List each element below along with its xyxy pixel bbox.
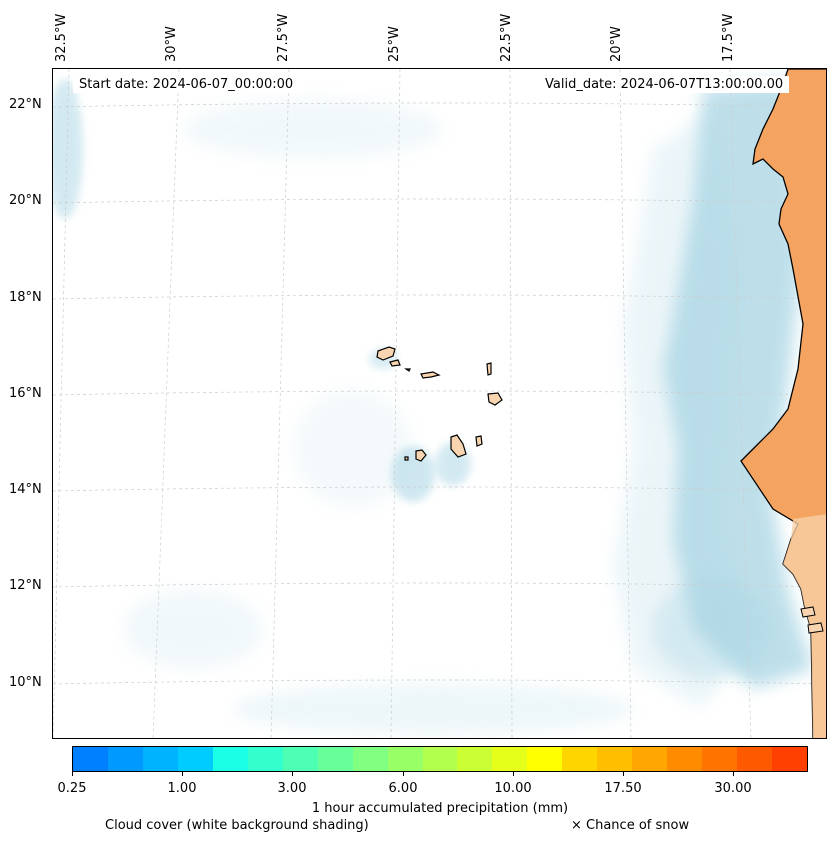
- colorbar-swatch: [597, 747, 633, 771]
- colorbar-swatch: [352, 747, 388, 771]
- island-boa-vista: [487, 392, 503, 406]
- cloud-patch-south: [233, 684, 633, 734]
- cloud-patch-center: [293, 389, 413, 509]
- cloud-patch-northwest: [53, 79, 83, 219]
- lon-label-27-5w: 27.5°W: [276, 13, 291, 62]
- lon-label-17-5w: 17.5°W: [721, 13, 736, 62]
- cloud-cover-legend: Cloud cover (white background shading): [105, 818, 369, 833]
- cloud-band-east-outer: [613, 109, 753, 709]
- colorbar-tick-label: 1.00: [167, 781, 197, 796]
- lon-label-20w: 20°W: [609, 26, 624, 62]
- colorbar-tick: [623, 772, 624, 776]
- mainland-south-lighter: [783, 514, 826, 738]
- colorbar-swatch: [527, 747, 563, 771]
- start-date-label: Start date: 2024-06-07_00:00:00: [73, 76, 300, 93]
- lon-label-30w: 30°W: [164, 26, 179, 62]
- lon-label-22-5w: 22.5°W: [499, 13, 514, 62]
- colorbar-tick-label: 17.50: [604, 781, 642, 796]
- colorbar-tick-label: 10.00: [494, 781, 532, 796]
- colorbar-title: 1 hour accumulated precipitation (mm): [311, 801, 569, 816]
- valid-date-label: Valid_date: 2024-06-07T13:00:00.00: [539, 76, 790, 93]
- lat-label-14n: 14°N: [9, 482, 42, 497]
- colorbar-tick-label: 6.00: [388, 781, 418, 796]
- colorbar-tick: [182, 772, 183, 776]
- colorbar-swatch: [772, 747, 808, 771]
- cloud-patch-southwest: [123, 589, 263, 669]
- snow-legend: × Chance of snow: [571, 818, 690, 833]
- colorbar-tick: [292, 772, 293, 776]
- colorbar-tick: [513, 772, 514, 776]
- map-canvas: [53, 69, 826, 738]
- colorbar-tick-label: 3.00: [277, 781, 307, 796]
- colorbar-swatch: [422, 747, 458, 771]
- colorbar-tick: [733, 772, 734, 776]
- lat-label-16n: 16°N: [9, 386, 42, 401]
- precipitation-colorbar: [72, 746, 808, 772]
- cape-verde-islands: [376, 346, 503, 462]
- africa-coast: [740, 69, 826, 738]
- colorbar-swatch: [492, 747, 528, 771]
- lat-label-10n: 10°N: [9, 675, 42, 690]
- island-santa-luzia: [404, 368, 411, 372]
- colorbar-swatch: [317, 747, 353, 771]
- island-santiago: [450, 434, 467, 458]
- island-brava: [404, 456, 409, 461]
- colorbar-swatch: [702, 747, 738, 771]
- colorbar-swatch: [212, 747, 248, 771]
- colorbar-swatch: [177, 747, 213, 771]
- cloud-cover-layer: [53, 79, 813, 734]
- lon-label-32-5w: 32.5°W: [54, 13, 69, 62]
- lat-label-20n: 20°N: [9, 193, 42, 208]
- colorbar-swatch: [457, 747, 493, 771]
- island-maio: [475, 435, 483, 447]
- graticule: [53, 69, 826, 738]
- colorbar-swatch: [737, 747, 773, 771]
- colorbar-swatch: [247, 747, 283, 771]
- colorbar-swatch: [282, 747, 318, 771]
- island-sal: [486, 362, 492, 376]
- colorbar-tick: [403, 772, 404, 776]
- colorbar-swatch: [142, 747, 178, 771]
- colorbar-swatch: [667, 747, 703, 771]
- island-sao-vicente: [389, 359, 401, 367]
- island-santo-antao: [376, 346, 396, 361]
- colorbar-swatch: [562, 747, 598, 771]
- island-sao-nicolau: [420, 371, 441, 379]
- colorbar-tick: [72, 772, 73, 776]
- colorbar-tick-label: 0.25: [57, 781, 87, 796]
- lat-label-12n: 12°N: [9, 578, 42, 593]
- colorbar-swatch: [632, 747, 668, 771]
- bissagos-island-2: [807, 622, 824, 634]
- cloud-patch-north: [183, 99, 443, 159]
- lat-label-22n: 22°N: [9, 97, 42, 112]
- lat-label-18n: 18°N: [9, 290, 42, 305]
- island-fogo: [415, 449, 427, 462]
- lon-label-25w: 25°W: [387, 26, 402, 62]
- colorbar-swatch: [107, 747, 143, 771]
- colorbar-swatch: [73, 747, 108, 771]
- map-panel: [52, 68, 827, 739]
- colorbar-swatch: [387, 747, 423, 771]
- colorbar-tick-label: 30.00: [714, 781, 752, 796]
- cloud-patch-southeast: [653, 579, 773, 679]
- bissagos-island-1: [800, 606, 816, 618]
